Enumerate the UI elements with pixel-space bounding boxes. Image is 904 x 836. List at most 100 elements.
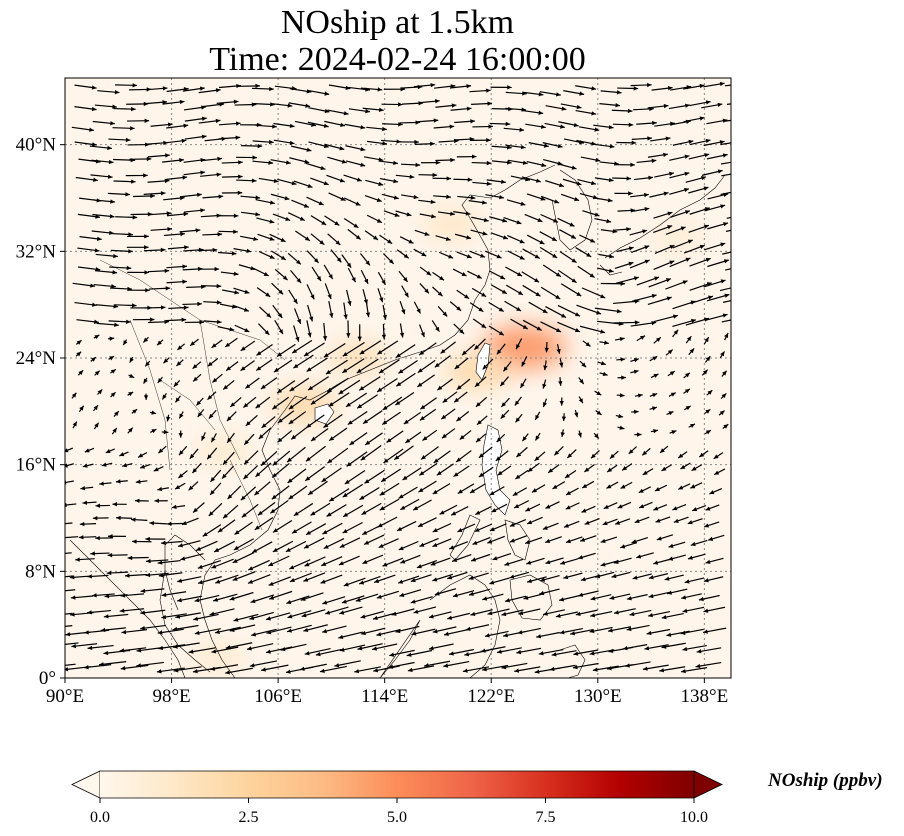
wind-arrowhead	[442, 398, 448, 403]
wind-arrowhead	[432, 489, 438, 495]
y-tick-label: 24°N	[16, 348, 57, 369]
wind-arrowhead	[339, 178, 345, 183]
wind-arrowhead	[178, 473, 184, 479]
wind-arrowhead	[413, 194, 419, 200]
wind-arrowhead	[591, 86, 597, 91]
wind-arrowhead	[91, 142, 97, 147]
wind-arrow	[65, 589, 76, 592]
wind-arrowhead	[188, 649, 194, 654]
wind-arrowhead	[552, 253, 558, 258]
wind-arrowhead	[501, 289, 507, 294]
wind-arrowhead	[523, 595, 529, 600]
wind-arrowhead	[688, 139, 694, 145]
wind-arrowhead	[304, 651, 310, 656]
wind-arrowhead	[536, 326, 542, 331]
wind-arrowhead	[56, 522, 61, 526]
wind-arrowhead	[310, 400, 316, 405]
wind-arrowhead	[87, 645, 93, 651]
wind-arrowhead	[54, 589, 59, 593]
wind-arrowhead	[306, 89, 312, 94]
wind-arrowhead	[690, 484, 696, 489]
wind-arrowhead	[705, 356, 711, 362]
wind-arrowhead	[542, 525, 548, 530]
wind-arrowhead	[339, 543, 345, 548]
wind-arrowhead	[591, 180, 596, 186]
wind-arrowhead	[607, 467, 613, 472]
wind-arrowhead	[483, 217, 489, 223]
wind-arrowhead	[516, 452, 522, 458]
wind-arrowhead	[522, 436, 527, 442]
wind-arrowhead	[542, 308, 548, 314]
wind-arrowhead	[192, 364, 198, 369]
wind-arrowhead	[628, 261, 634, 266]
wind-arrowhead	[705, 559, 711, 564]
wind-arrowhead	[424, 231, 430, 236]
wind-arrowhead	[232, 576, 238, 581]
wind-arrowhead	[130, 517, 136, 522]
wind-arrowhead	[420, 332, 425, 338]
wind-arrowhead	[737, 171, 742, 175]
wind-arrowhead	[487, 611, 493, 616]
wind-arrowhead	[200, 170, 206, 175]
wind-arrowhead	[619, 425, 625, 430]
wind-arrowhead	[293, 363, 299, 369]
wind-arrowhead	[199, 320, 204, 325]
wind-arrowhead	[574, 412, 579, 418]
wind-arrowhead	[65, 480, 67, 485]
wind-arrowhead	[65, 632, 71, 637]
wind-arrowhead	[519, 239, 525, 244]
wind-arrowhead	[690, 423, 696, 428]
wind-arrowhead	[131, 179, 136, 184]
wind-arrowhead	[343, 314, 348, 320]
wind-arrowhead	[233, 271, 239, 276]
wind-arrowhead	[108, 159, 114, 165]
wind-arrowhead	[461, 271, 467, 276]
wind-arrowhead	[378, 107, 384, 112]
wind-arrowhead	[327, 294, 332, 300]
wind-arrowhead	[161, 592, 167, 597]
wind-arrowhead	[496, 437, 502, 443]
wind-arrowhead	[48, 626, 53, 630]
wind-arrowhead	[243, 474, 249, 480]
wind-arrowhead	[119, 648, 125, 653]
wind-arrowhead	[648, 593, 654, 599]
wind-arrowhead	[285, 160, 291, 165]
wind-arrowhead	[628, 191, 633, 196]
wind-arrowhead	[578, 555, 584, 560]
wind-arrowhead	[97, 389, 103, 395]
wind-arrowhead	[255, 403, 261, 409]
wind-arrowhead	[720, 351, 725, 357]
wind-arrowhead	[594, 127, 600, 132]
wind-arrowhead	[449, 651, 454, 656]
wind-arrowhead	[233, 229, 238, 234]
wind-arrow	[156, 667, 185, 673]
wind-arrowhead	[360, 125, 366, 130]
wind-arrowhead	[357, 336, 362, 342]
wind-arrowhead	[432, 528, 438, 532]
wind-arrowhead	[213, 597, 219, 602]
wind-arrowhead	[339, 146, 345, 151]
wind-arrowhead	[426, 270, 432, 276]
wind-arrowhead	[682, 646, 688, 652]
wind-arrowhead	[116, 515, 121, 521]
wind-arrowhead	[626, 227, 631, 232]
wind-arrowhead	[687, 520, 693, 525]
wind-arrowhead	[140, 610, 146, 615]
wind-arrowhead	[667, 86, 673, 91]
wind-arrowhead	[435, 160, 441, 165]
wind-arrowhead	[345, 402, 351, 407]
wind-arrowhead	[739, 316, 744, 320]
wind-arrowhead	[661, 466, 667, 471]
wind-arrowhead	[466, 254, 472, 259]
wind-arrowhead	[628, 449, 634, 454]
colorbar-tick-label: 7.5	[536, 809, 556, 826]
wind-arrowhead	[149, 520, 155, 526]
wind-arrowhead	[478, 453, 484, 458]
wind-arrowhead	[364, 540, 370, 545]
wind-arrowhead	[646, 630, 652, 636]
wind-arrowhead	[285, 547, 291, 552]
wind-arrowhead	[651, 406, 657, 411]
wind-arrowhead	[608, 628, 613, 633]
wind-arrowhead	[512, 491, 518, 496]
wind-arrowhead	[342, 492, 348, 498]
